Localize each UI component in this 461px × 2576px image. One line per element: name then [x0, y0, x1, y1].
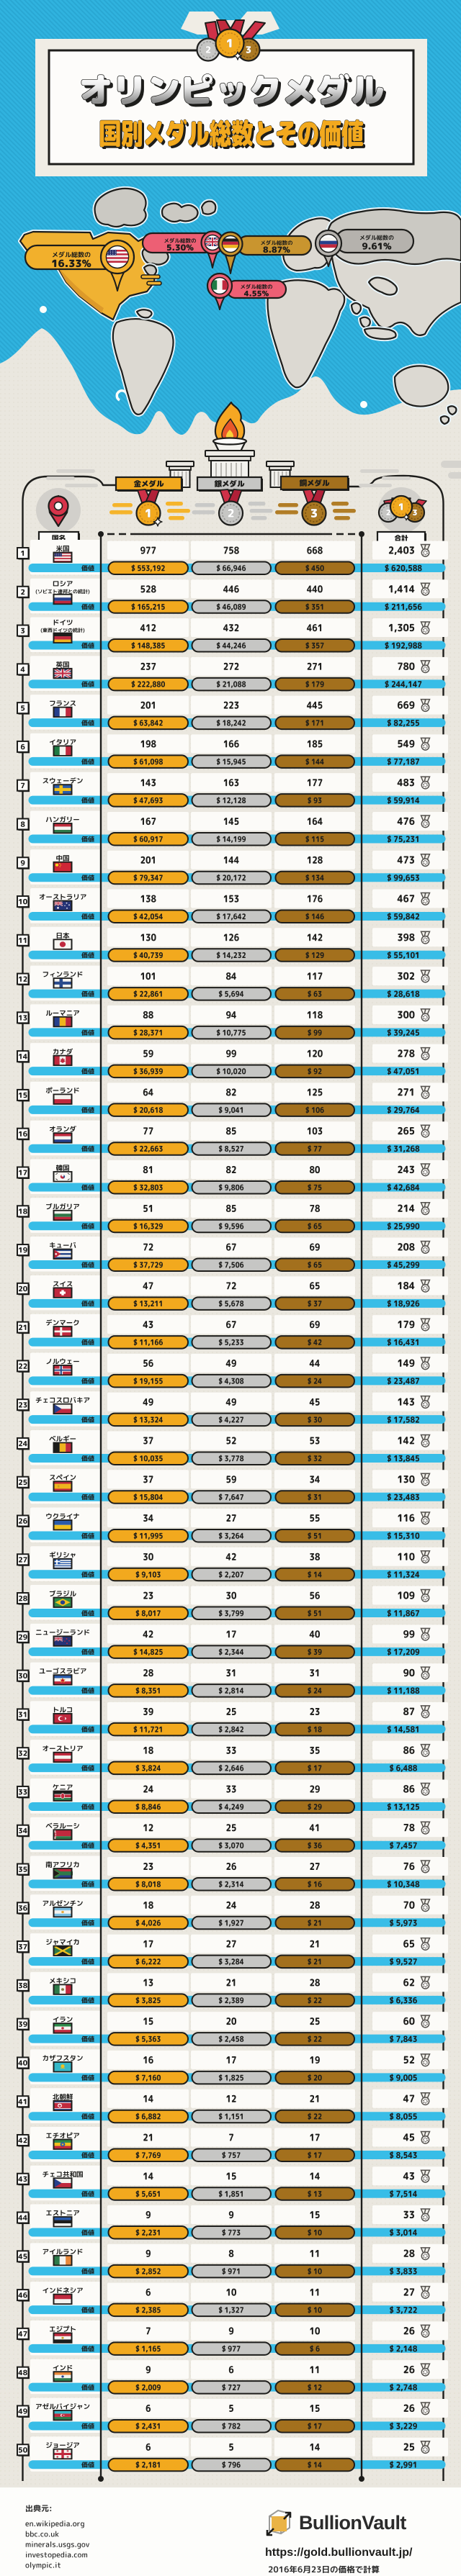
svg-text:https://gold.bullionvault.jp/: https://gold.bullionvault.jp/ — [265, 2546, 413, 2559]
svg-text:BullionVault: BullionVault — [299, 2512, 406, 2534]
